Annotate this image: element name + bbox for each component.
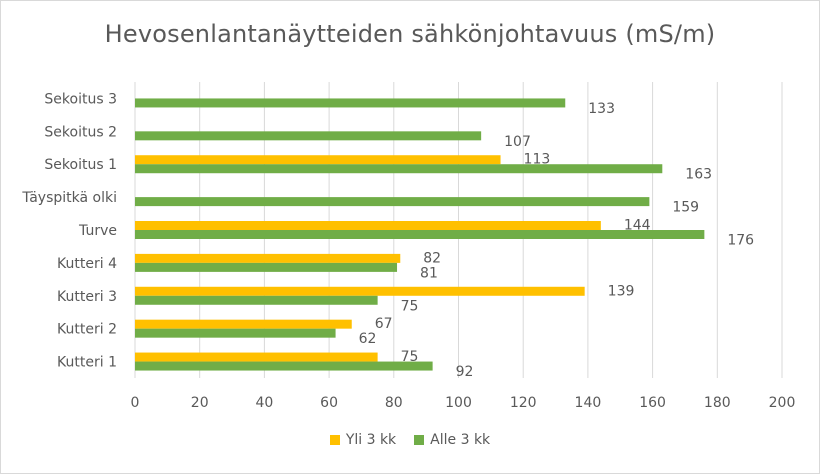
bar-yli-3 [135,253,401,263]
bar-yli-2 [135,286,585,296]
category-label: Kutteri 4 [57,256,117,272]
category-label: Täyspitkä olki [21,190,117,206]
legend-swatch [329,435,340,445]
data-label: 113 [524,152,551,168]
bar-yli-1 [135,319,352,329]
legend-item-alle-3-kk: Alle 3 kk [414,432,490,448]
bar-alle-0 [135,361,433,371]
chart-title: Hevosenlantanäytteiden sähkönjohtavuus (… [104,20,716,48]
x-tick-label: 60 [320,395,338,411]
data-label: 139 [608,283,635,299]
category-label: Sekoitus 2 [44,124,117,140]
data-label: 163 [685,167,712,183]
legend-label: Alle 3 kk [430,432,491,448]
x-tick-label: 160 [639,395,666,411]
bar-alle-6 [135,164,663,174]
data-label: 144 [624,218,651,234]
data-label: 81 [420,265,438,281]
category-label: Sekoitus 1 [44,157,117,173]
legend-item-yli-3-kk: Yli 3 kk [329,432,397,448]
x-tick-label: 80 [385,395,403,411]
bar-yli-6 [135,155,501,165]
x-tick-label: 140 [575,395,602,411]
bar-alle-2 [135,295,378,305]
category-label: Kutteri 2 [57,322,117,338]
x-tick-label: 120 [510,395,537,411]
category-label: Sekoitus 3 [44,91,117,107]
data-label: 82 [423,250,441,266]
bar-alle-8 [135,98,566,108]
x-tick-label: 0 [131,395,140,411]
data-label: 62 [359,331,377,347]
data-label: 92 [456,364,474,380]
x-tick-label: 200 [769,395,796,411]
category-label: Kutteri 1 [57,355,117,371]
bar-alle-7 [135,131,482,141]
bar-alle-5 [135,197,650,207]
bar-alle-3 [135,262,398,272]
data-label: 75 [401,298,419,314]
bar-yli-0 [135,352,378,362]
category-label: Kutteri 3 [57,289,117,305]
x-tick-label: 20 [191,395,209,411]
data-label: 176 [727,233,754,249]
bar-yli-4 [135,221,601,230]
legend: Yli 3 kk Alle 3 kk [0,432,820,448]
data-label: 75 [401,349,419,365]
x-tick-label: 180 [704,395,731,411]
bar-alle-1 [135,328,336,338]
bar-alle-4 [135,230,705,239]
data-label: 67 [375,316,393,332]
data-label: 133 [588,101,615,117]
category-label: Turve [78,223,117,239]
data-label: 159 [672,200,699,216]
legend-label: Yli 3 kk [345,432,397,448]
data-label: 107 [504,134,531,150]
x-tick-label: 100 [445,395,472,411]
x-tick-label: 40 [255,395,273,411]
legend-swatch [414,435,425,445]
